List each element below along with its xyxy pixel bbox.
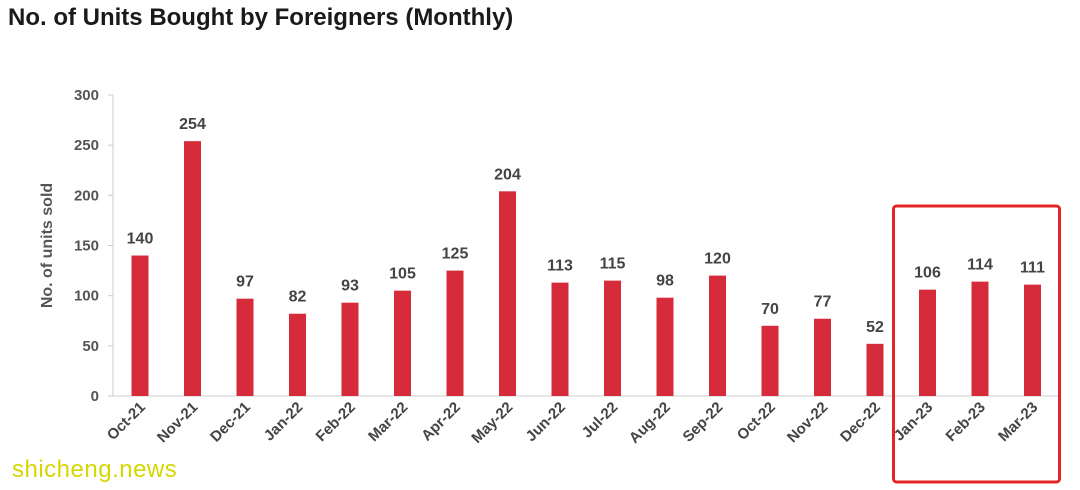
bar bbox=[656, 297, 674, 396]
bar bbox=[184, 141, 201, 396]
x-tick-label: May-22 bbox=[468, 399, 516, 447]
x-tick-label: Mar-22 bbox=[365, 399, 411, 445]
data-label: 204 bbox=[494, 166, 521, 183]
data-label: 70 bbox=[761, 301, 779, 318]
data-label: 98 bbox=[656, 273, 674, 290]
data-label: 254 bbox=[179, 116, 206, 133]
x-tick-label: Jan-22 bbox=[261, 399, 307, 445]
data-label: 115 bbox=[600, 256, 626, 273]
bar bbox=[131, 255, 149, 396]
data-label: 105 bbox=[389, 266, 416, 283]
x-tick-label: Feb-22 bbox=[313, 399, 359, 445]
y-tick-label: 0 bbox=[91, 388, 99, 405]
y-tick-label: 250 bbox=[74, 137, 99, 154]
x-tick-label: Nov-22 bbox=[784, 399, 831, 446]
data-label: 77 bbox=[814, 294, 832, 311]
x-tick-label: Dec-21 bbox=[207, 399, 254, 446]
x-tick-label: Dec-22 bbox=[837, 399, 884, 446]
bar bbox=[814, 318, 831, 396]
bar bbox=[919, 289, 936, 396]
bar bbox=[341, 302, 359, 396]
bar bbox=[971, 281, 989, 396]
bar bbox=[1024, 284, 1041, 396]
data-label: 113 bbox=[547, 258, 573, 275]
x-tick-label: Jan-23 bbox=[891, 399, 937, 445]
y-tick-label: 50 bbox=[82, 338, 99, 355]
bar bbox=[394, 290, 411, 396]
data-label: 120 bbox=[704, 251, 731, 268]
data-label: 97 bbox=[236, 274, 254, 291]
x-tick-label: Jun-22 bbox=[523, 399, 569, 445]
watermark: shicheng.news bbox=[12, 456, 178, 483]
data-label: 125 bbox=[442, 246, 469, 263]
chart-title: No. of Units Bought by Foreigners (Month… bbox=[8, 4, 514, 31]
bar bbox=[446, 270, 464, 396]
y-axis-label: No. of units sold bbox=[39, 183, 56, 308]
bar bbox=[866, 343, 884, 396]
data-label: 93 bbox=[341, 278, 359, 295]
y-tick-label: 100 bbox=[74, 288, 99, 305]
x-tick-label: Jul-22 bbox=[579, 399, 622, 442]
x-tick-label: Oct-21 bbox=[104, 399, 149, 444]
data-label: 111 bbox=[1020, 260, 1045, 277]
x-tick-label: Apr-22 bbox=[418, 399, 464, 445]
y-tick-label: 150 bbox=[74, 238, 99, 255]
data-label: 82 bbox=[289, 289, 307, 306]
x-tick-label: Feb-23 bbox=[943, 399, 989, 445]
bar bbox=[604, 280, 621, 396]
data-label: 114 bbox=[967, 257, 993, 274]
bar bbox=[761, 325, 779, 396]
y-tick-label: 300 bbox=[74, 87, 99, 104]
x-tick-label: Sep-22 bbox=[680, 399, 727, 446]
x-tick-label: Mar-23 bbox=[995, 399, 1041, 445]
data-label: 140 bbox=[127, 231, 154, 248]
bar bbox=[499, 191, 516, 396]
x-tick-label: Nov-21 bbox=[154, 399, 201, 446]
data-label: 106 bbox=[914, 265, 941, 282]
y-tick-label: 200 bbox=[74, 187, 99, 204]
data-label: 52 bbox=[866, 319, 884, 336]
x-tick-label: Oct-22 bbox=[734, 399, 779, 444]
x-tick-label: Aug-22 bbox=[626, 399, 674, 447]
bar bbox=[236, 298, 254, 396]
bar bbox=[709, 275, 726, 396]
highlight-box bbox=[892, 204, 1061, 484]
bar bbox=[289, 313, 306, 396]
bar bbox=[551, 282, 569, 396]
